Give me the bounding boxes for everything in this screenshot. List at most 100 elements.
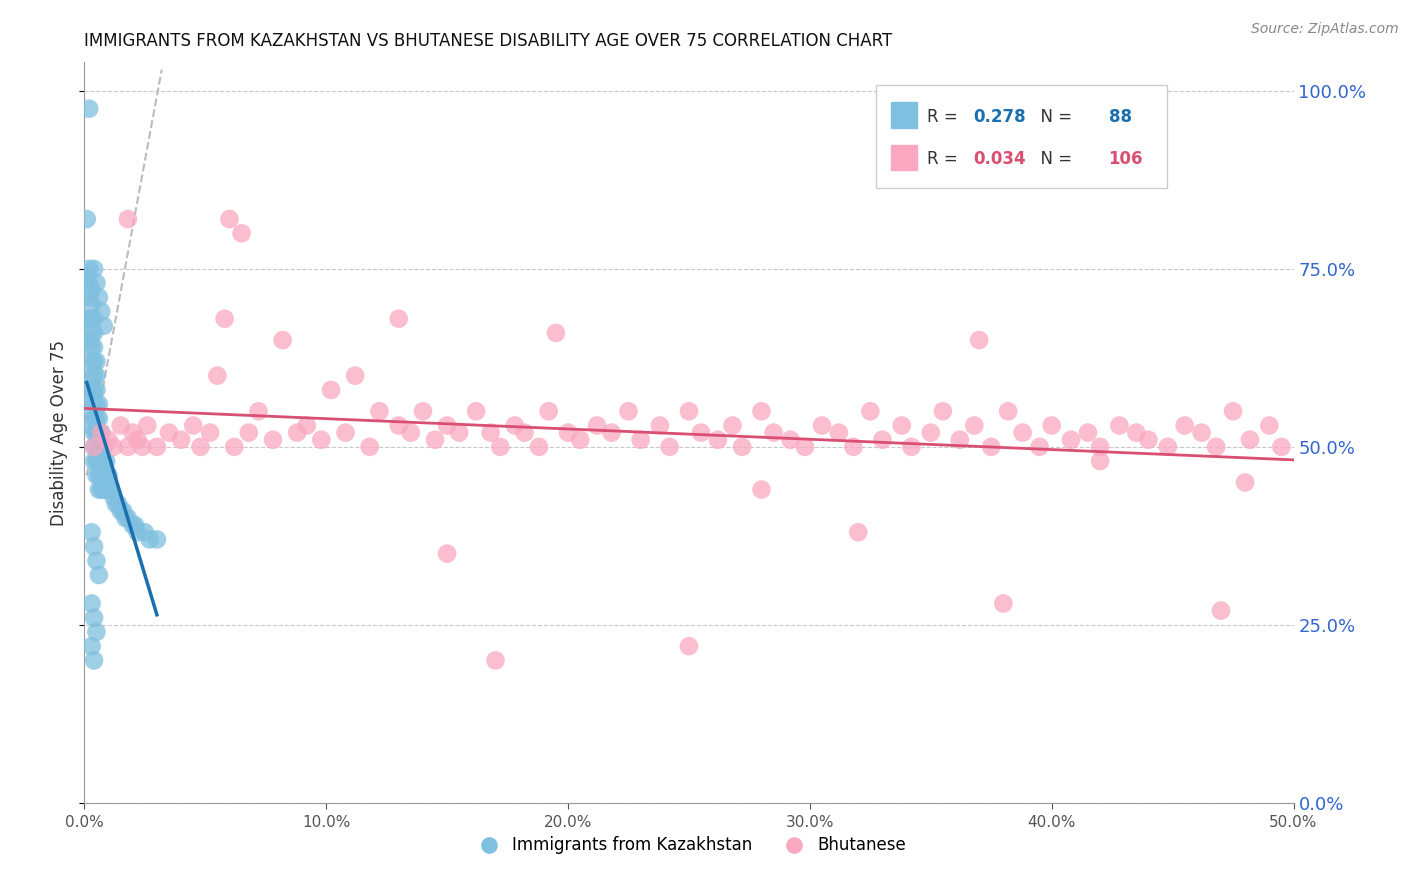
Point: [87, 440, 110, 454]
Point: [1060, 433, 1083, 447]
Point: [83, 425, 105, 440]
Point: [127, 525, 149, 540]
Point: [97, 483, 120, 497]
Point: [86, 276, 108, 290]
Point: [80, 326, 103, 340]
Point: [117, 511, 139, 525]
Point: [87, 568, 110, 582]
Point: [762, 425, 785, 440]
Point: [1209, 604, 1232, 618]
Point: [90, 425, 112, 440]
Point: [77, 290, 100, 304]
Text: N =: N =: [1031, 108, 1077, 127]
Point: [1222, 404, 1244, 418]
Point: [238, 425, 260, 440]
Point: [932, 404, 955, 418]
Point: [436, 418, 458, 433]
Text: IMMIGRANTS FROM KAZAKHSTAN VS BHUTANESE DISABILITY AGE OVER 75 CORRELATION CHART: IMMIGRANTS FROM KAZAKHSTAN VS BHUTANESE …: [84, 32, 893, 50]
Point: [1157, 440, 1180, 454]
Point: [527, 440, 550, 454]
Point: [1040, 418, 1063, 433]
Point: [117, 212, 139, 227]
Point: [76, 268, 98, 283]
Point: [131, 440, 153, 454]
Point: [967, 333, 990, 347]
Point: [319, 383, 342, 397]
Point: [311, 433, 333, 447]
Point: [1088, 440, 1111, 454]
Point: [110, 418, 132, 433]
Point: [503, 418, 526, 433]
Point: [388, 418, 411, 433]
Point: [170, 433, 193, 447]
Point: [872, 433, 894, 447]
Point: [181, 418, 204, 433]
Point: [83, 354, 105, 368]
Point: [103, 440, 125, 454]
Point: [678, 404, 700, 418]
Point: [90, 440, 112, 454]
Point: [690, 425, 713, 440]
Point: [83, 411, 105, 425]
Point: [368, 404, 391, 418]
Text: R =: R =: [927, 108, 963, 127]
Point: [779, 433, 801, 447]
Point: [721, 418, 744, 433]
Text: 0.278: 0.278: [973, 108, 1026, 127]
Point: [83, 261, 105, 276]
Point: [484, 653, 506, 667]
Point: [83, 610, 105, 624]
Point: [1011, 425, 1033, 440]
Point: [86, 425, 108, 440]
Point: [271, 333, 294, 347]
Point: [963, 418, 986, 433]
Point: [80, 597, 103, 611]
Point: [87, 411, 110, 425]
Point: [83, 454, 105, 468]
Point: [751, 483, 773, 497]
Point: [544, 326, 567, 340]
Point: [86, 554, 108, 568]
Point: [121, 518, 143, 533]
Point: [77, 261, 100, 276]
Point: [87, 454, 110, 468]
Point: [890, 418, 912, 433]
Point: [80, 525, 103, 540]
Point: [285, 425, 308, 440]
Point: [138, 533, 160, 547]
Point: [83, 440, 105, 454]
Point: [121, 425, 143, 440]
Bar: [891, 145, 918, 169]
Point: [1108, 418, 1130, 433]
Point: [1191, 425, 1213, 440]
Point: [412, 404, 434, 418]
Point: [77, 311, 100, 326]
Point: [214, 311, 236, 326]
Bar: [891, 103, 918, 128]
Point: [117, 440, 139, 454]
Point: [859, 404, 882, 418]
Point: [86, 440, 108, 454]
Point: [218, 212, 240, 227]
Point: [335, 425, 357, 440]
Point: [980, 440, 1002, 454]
Point: [146, 440, 169, 454]
Point: [90, 454, 112, 468]
Point: [537, 404, 560, 418]
Point: [80, 354, 103, 368]
Point: [1088, 454, 1111, 468]
Point: [87, 290, 110, 304]
Point: [80, 404, 103, 418]
Point: [846, 525, 869, 540]
Point: [87, 483, 110, 497]
Point: [80, 418, 103, 433]
FancyBboxPatch shape: [876, 85, 1167, 188]
Point: [80, 390, 103, 404]
Point: [83, 440, 105, 454]
Point: [100, 483, 122, 497]
Point: [124, 518, 146, 533]
Point: [190, 440, 212, 454]
Point: [449, 425, 471, 440]
Legend: Immigrants from Kazakhstan, Bhutanese: Immigrants from Kazakhstan, Bhutanese: [465, 830, 912, 861]
Point: [658, 440, 681, 454]
